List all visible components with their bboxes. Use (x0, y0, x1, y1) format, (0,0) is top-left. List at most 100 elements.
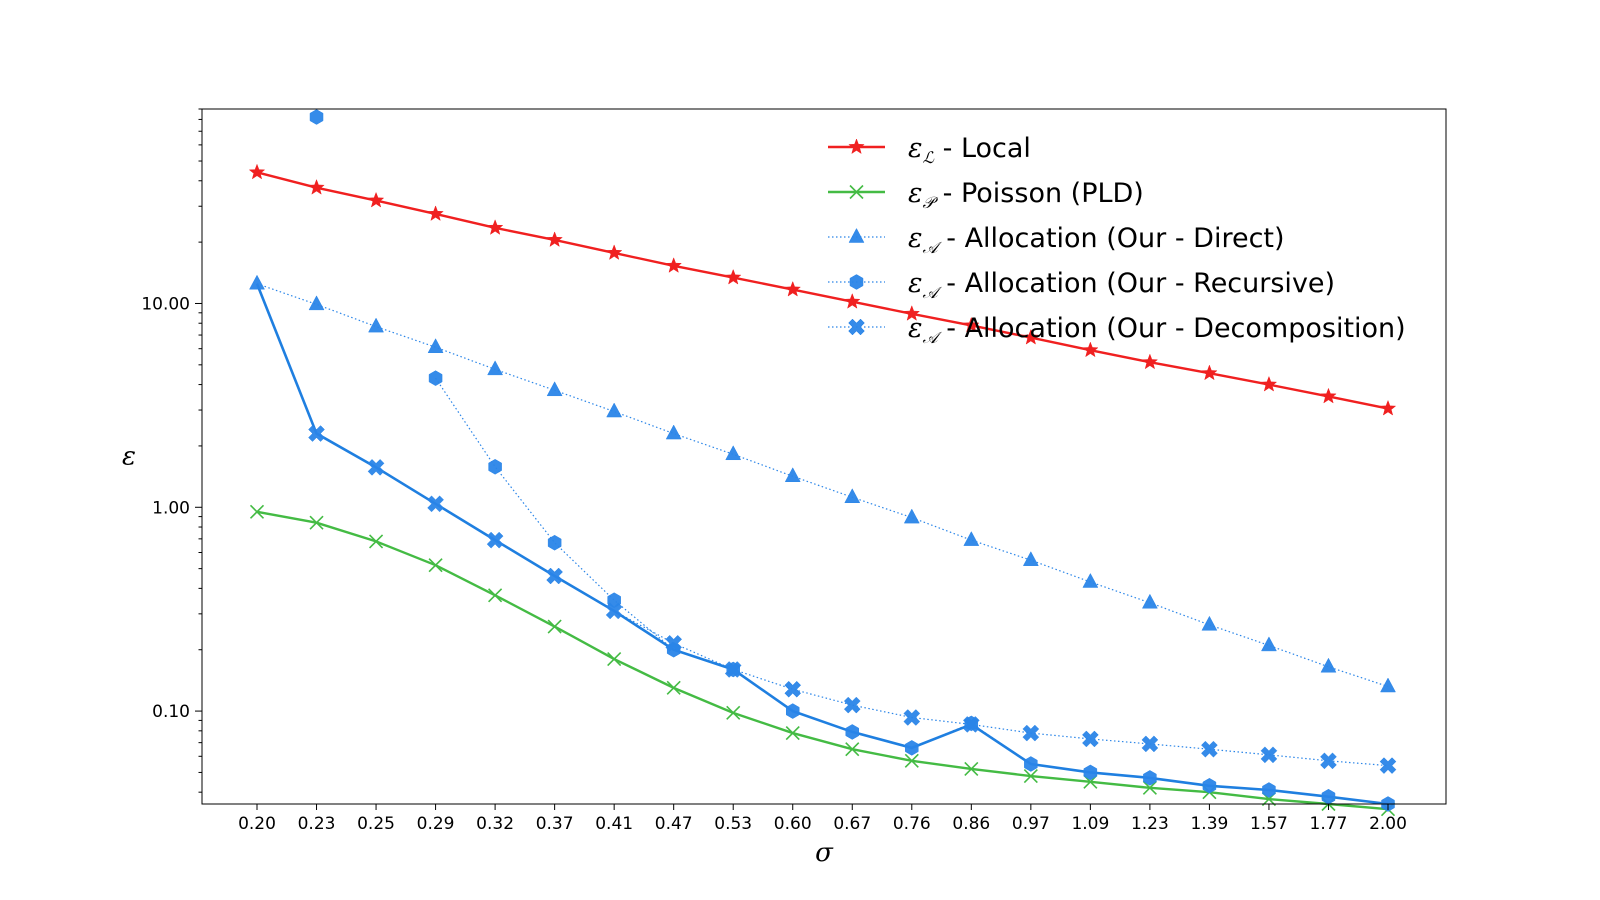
point-0-1 (308, 178, 325, 195)
legend-label: ε𝒜 - Allocation (Our - Recursive) (908, 268, 1335, 302)
x-tick-label: 0.37 (536, 814, 574, 834)
point-4-17 (1260, 746, 1278, 764)
point-2-5 (546, 381, 563, 397)
plot-area (248, 109, 1397, 817)
legend-separator: - (934, 133, 961, 164)
point-4-5 (546, 567, 563, 585)
point-1-13 (1023, 768, 1038, 784)
legend-symbol: ε (908, 133, 923, 164)
point-2-8 (725, 445, 742, 461)
legend-marker (848, 138, 865, 155)
legend-name: Allocation (Our - Decomposition) (965, 313, 1406, 344)
marker-stroke (1142, 780, 1157, 795)
x-tick-label: 0.67 (833, 814, 871, 834)
x-tick-label: 0.60 (774, 814, 812, 834)
series-line-2 (256, 283, 1389, 688)
point-1-11 (904, 753, 919, 768)
point-3-18 (1321, 788, 1336, 805)
marker-stroke (904, 753, 919, 768)
legend-name: Allocation (Our - Recursive) (965, 268, 1336, 299)
point-1-2 (368, 534, 384, 549)
legend-item-4: ε𝒜 - Allocation (Our - Decomposition) (828, 313, 1406, 347)
point-0-13 (1022, 328, 1040, 345)
point-0-12 (963, 316, 980, 333)
point-2-16 (1201, 615, 1218, 631)
point-4-11 (903, 709, 921, 726)
marker-stroke (666, 680, 681, 695)
x-tick-label: 2.00 (1369, 814, 1407, 834)
point-4-8 (724, 661, 742, 678)
point-2-1 (308, 295, 325, 311)
point-3-13 (1024, 756, 1038, 772)
point-2-19 (1380, 677, 1396, 693)
point-3-16 (1202, 777, 1217, 794)
point-2-18 (1320, 657, 1337, 673)
point-0-6 (605, 244, 623, 260)
point-2-4 (487, 360, 504, 376)
point-3-9 (785, 703, 800, 719)
legend-label: εℒ - Local (908, 133, 1031, 167)
series-line-1 (256, 510, 1389, 811)
point-1-1 (309, 515, 324, 530)
point-4-7 (665, 634, 683, 652)
marker-stroke (368, 534, 384, 549)
point-1-6 (607, 651, 622, 667)
legend-item-0: εℒ - Local (828, 133, 1031, 167)
marker-stroke (726, 705, 741, 720)
point-4-14 (1082, 730, 1099, 748)
legend-separator: - (938, 223, 965, 254)
point-0-0 (248, 163, 266, 180)
x-tick-label: 1.23 (1131, 814, 1169, 834)
point-3-5 (547, 534, 562, 551)
min-envelope-line (255, 283, 1389, 806)
point-2-7 (665, 424, 682, 440)
marker-stroke (785, 726, 800, 741)
point-4-19 (1379, 757, 1397, 774)
series-line-0 (256, 171, 1389, 410)
point-2-13 (1022, 551, 1039, 566)
point-4-3 (427, 495, 444, 513)
point-3-3 (428, 370, 443, 386)
marker-stroke (309, 515, 324, 530)
point-0-14 (1082, 341, 1099, 358)
point-1-12 (964, 761, 979, 777)
point-4-2 (367, 459, 385, 476)
point-4-15 (1141, 735, 1159, 753)
point-2-3 (427, 338, 444, 353)
point-0-7 (665, 257, 682, 273)
point-3-15 (1143, 770, 1157, 786)
point-1-10 (845, 742, 860, 757)
point-2-0 (249, 274, 265, 290)
y-axis: 10.00 1.00 0.10 (141, 108, 202, 793)
legend-symbol: ε (908, 313, 923, 344)
point-0-9 (784, 280, 802, 297)
x-axis: 0.20 0.23 0.25 0.29 0.32 0.37 0.41 0.47 0.53 0.60… (238, 804, 1407, 834)
point-2-6 (606, 402, 623, 418)
x-tick-label: 1.09 (1071, 814, 1109, 834)
point-1-4 (488, 588, 503, 603)
point-2-12 (963, 531, 980, 546)
legend-label: ε𝒜 - Allocation (Our - Direct) (908, 223, 1285, 257)
point-3-17 (1262, 782, 1276, 798)
marker-stroke (547, 619, 562, 634)
point-0-10 (843, 293, 861, 309)
point-2-11 (903, 508, 920, 524)
y-tick-label: 0.10 (152, 702, 190, 722)
point-1-9 (785, 726, 800, 741)
point-4-6 (605, 602, 623, 620)
x-tick-label: 0.76 (893, 814, 931, 834)
x-tick-label: 0.23 (298, 814, 336, 834)
legend-subscript: ℒ (923, 148, 935, 167)
point-0-4 (486, 219, 504, 235)
point-3-10 (845, 724, 860, 740)
point-2-15 (1141, 593, 1158, 609)
marker-stroke (607, 651, 622, 667)
legend-name: Local (961, 133, 1031, 164)
point-1-15 (1142, 780, 1157, 795)
marker-stroke (488, 588, 503, 603)
point-1-3 (428, 558, 443, 573)
point-1-5 (547, 619, 562, 634)
point-3-14 (1083, 764, 1098, 781)
